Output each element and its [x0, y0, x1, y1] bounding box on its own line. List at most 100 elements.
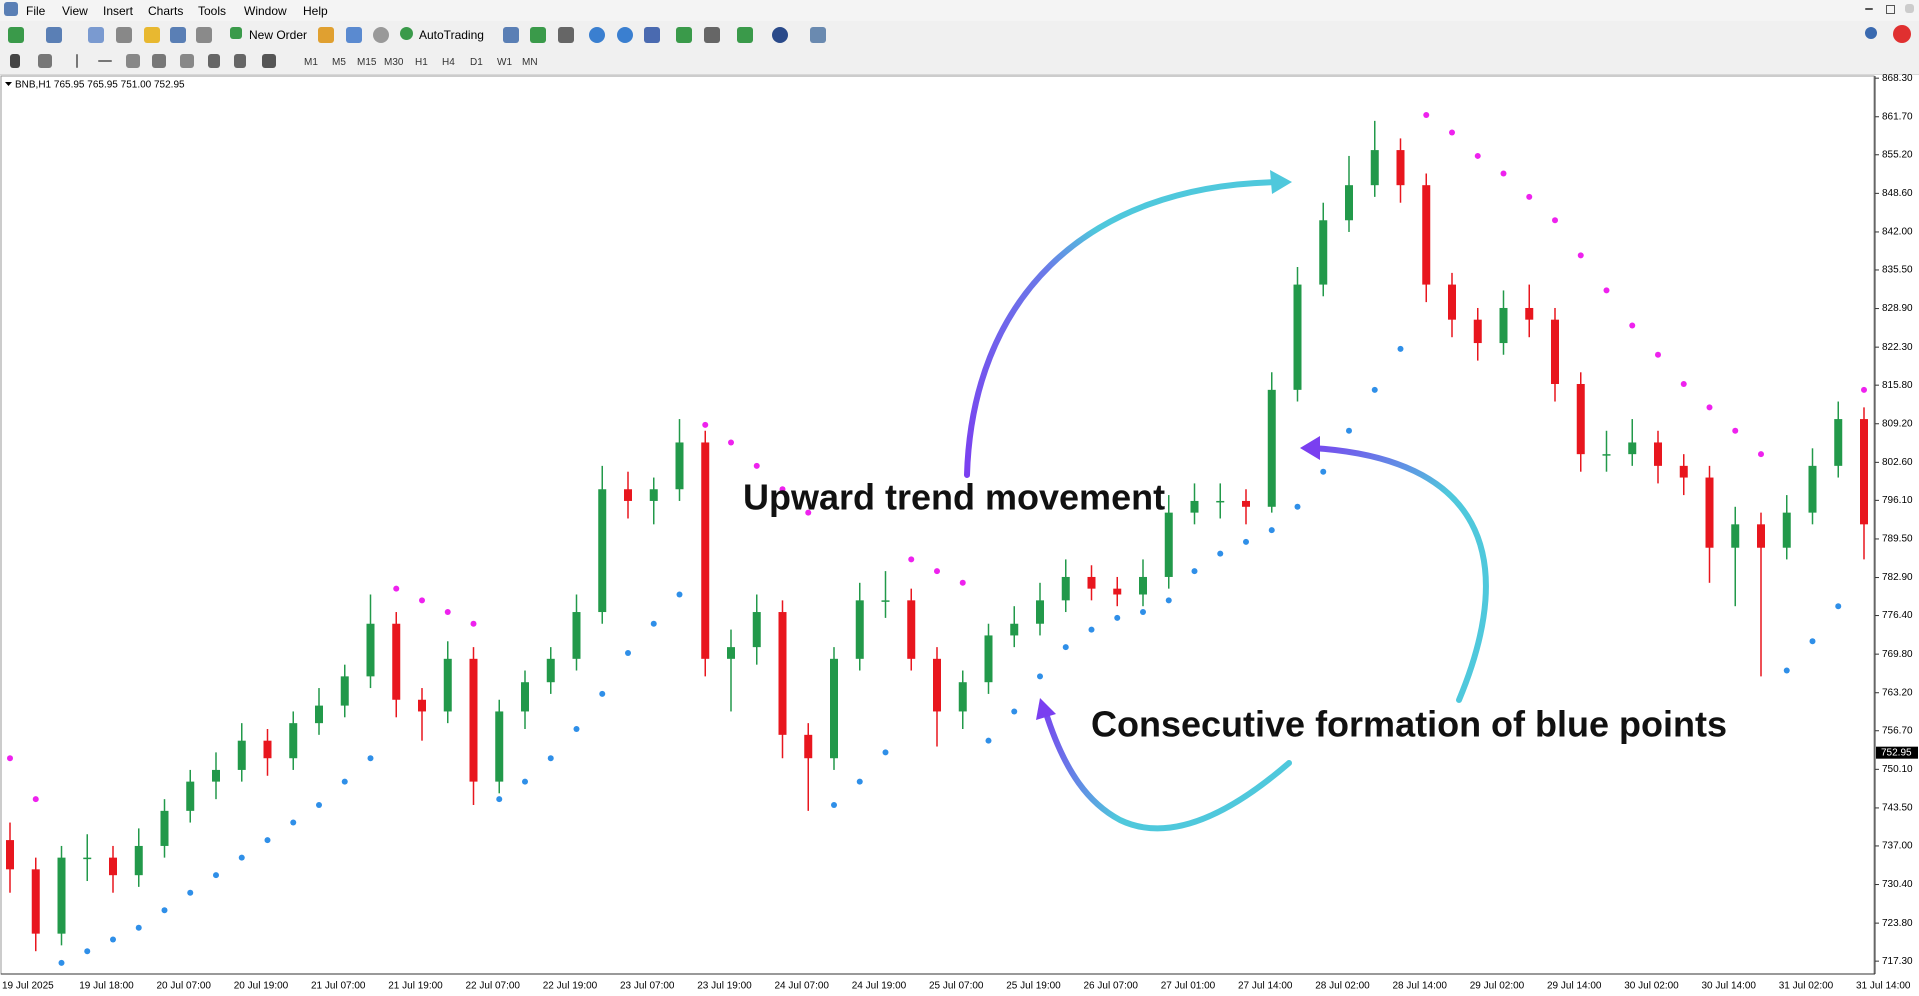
sar-dot: [1191, 568, 1198, 575]
candle-body: [1679, 465, 1688, 478]
tool-icon[interactable]: [737, 27, 753, 43]
sar-dot: [676, 591, 683, 598]
tool-icon[interactable]: [644, 27, 660, 43]
candle-body: [1551, 319, 1559, 384]
notification-icon[interactable]: [1893, 25, 1911, 43]
candle-body: [6, 840, 14, 870]
tool-icon[interactable]: [772, 27, 788, 43]
candle-body: [984, 635, 993, 683]
timeframe[interactable]: H1: [415, 57, 428, 68]
candle-body: [31, 869, 40, 934]
sar-dot: [341, 778, 348, 785]
candle-body: [1808, 465, 1817, 513]
candle-body: [1319, 220, 1328, 285]
tool-icon[interactable]: [346, 27, 362, 43]
x-tick-label: 19 Jul 2025: [2, 981, 54, 992]
tool-icon[interactable]: [558, 27, 574, 43]
y-tick-label: 815.80: [1882, 380, 1913, 391]
x-tick-label: 22 Jul 19:00: [543, 981, 598, 992]
plot-frame: [0, 75, 1875, 975]
tool-icon[interactable]: [196, 27, 212, 43]
sar-dot: [522, 778, 528, 785]
tool-icon[interactable]: [10, 54, 20, 68]
tool-icon[interactable]: [318, 27, 334, 43]
annotation-text: Upward trend movement: [743, 477, 1165, 518]
menu-item[interactable]: Window: [244, 4, 287, 18]
candle-body: [1216, 500, 1225, 503]
timeframe[interactable]: D1: [470, 57, 483, 68]
tool-icon[interactable]: [180, 54, 194, 68]
sar-dot: [187, 889, 194, 896]
sar-dot: [316, 802, 322, 809]
tool-icon[interactable]: [589, 27, 605, 43]
tool-icon[interactable]: [208, 54, 220, 68]
y-tick-label: 822.30: [1882, 342, 1913, 353]
y-tick-label: 743.50: [1882, 803, 1913, 814]
menu-item[interactable]: Insert: [103, 4, 134, 18]
candle-body: [1345, 185, 1353, 221]
tool-icon[interactable]: [76, 54, 78, 68]
menu-item[interactable]: View: [62, 4, 88, 18]
sar-dot: [599, 690, 606, 697]
restore[interactable]: [1886, 5, 1895, 14]
x-tick-label: 24 Jul 07:00: [775, 981, 830, 992]
tool-icon[interactable]: [373, 27, 389, 43]
tool-icon[interactable]: [116, 27, 132, 43]
candle-body: [1087, 576, 1096, 589]
menu-item[interactable]: Tools: [198, 4, 227, 18]
autotrading-button[interactable]: AutoTrading: [419, 28, 484, 42]
sar-dot: [1217, 550, 1224, 557]
tool-icon[interactable]: [503, 27, 519, 43]
tool-icon[interactable]: [170, 27, 186, 43]
timeframe[interactable]: W1: [497, 57, 512, 68]
sar-dot: [1474, 152, 1481, 159]
tool-icon[interactable]: [152, 54, 166, 68]
tool-icon[interactable]: [262, 54, 276, 68]
menu-item[interactable]: Charts: [148, 4, 184, 18]
candle-body: [830, 658, 838, 759]
sar-dot: [1552, 217, 1558, 224]
candle-body: [366, 623, 375, 677]
arrow: [964, 179, 1285, 478]
tool-icon[interactable]: [234, 54, 246, 68]
sar-dot: [625, 649, 631, 656]
x-tick-label: 23 Jul 19:00: [697, 981, 752, 992]
tool-icon[interactable]: [126, 54, 140, 68]
tool-icon[interactable]: [617, 27, 633, 43]
timeframe[interactable]: MN: [522, 57, 538, 68]
timeframe[interactable]: M5: [332, 57, 346, 68]
timeframe[interactable]: M30: [384, 57, 404, 68]
candle-body: [1834, 419, 1843, 466]
candle-body: [1422, 185, 1431, 285]
timeframe[interactable]: M15: [357, 57, 377, 68]
sar-dot: [7, 755, 13, 762]
menu-item[interactable]: Help: [303, 4, 328, 18]
close[interactable]: [1905, 4, 1914, 13]
sar-dot: [1088, 626, 1095, 633]
candle-body: [881, 600, 890, 602]
tool-icon[interactable]: [98, 60, 112, 62]
tool-icon[interactable]: [8, 27, 24, 43]
tool-icon[interactable]: [704, 27, 720, 43]
search-icon[interactable]: [1865, 27, 1877, 39]
tool-icon[interactable]: [88, 27, 104, 43]
sar-dot: [1294, 503, 1301, 510]
menu-item[interactable]: File: [26, 4, 46, 18]
y-tick-label: 855.20: [1882, 149, 1913, 160]
tool-icon[interactable]: [810, 27, 826, 43]
timeframe[interactable]: M1: [304, 57, 318, 68]
candle-body: [315, 705, 323, 724]
x-tick-label: 29 Jul 02:00: [1470, 981, 1525, 992]
timeframe[interactable]: H4: [442, 57, 455, 68]
sar-dot: [1835, 603, 1842, 610]
tool-icon[interactable]: [530, 27, 546, 43]
sar-dot: [1861, 386, 1867, 393]
tool-icon[interactable]: [676, 27, 692, 43]
minimize[interactable]: [1865, 8, 1873, 10]
tool-icon[interactable]: [46, 27, 62, 43]
x-tick-label: 25 Jul 07:00: [929, 981, 984, 992]
sar-dot: [444, 609, 451, 616]
tool-icon[interactable]: [144, 27, 160, 43]
tool-icon[interactable]: [38, 54, 52, 68]
new-order-button[interactable]: New Order: [249, 28, 308, 42]
